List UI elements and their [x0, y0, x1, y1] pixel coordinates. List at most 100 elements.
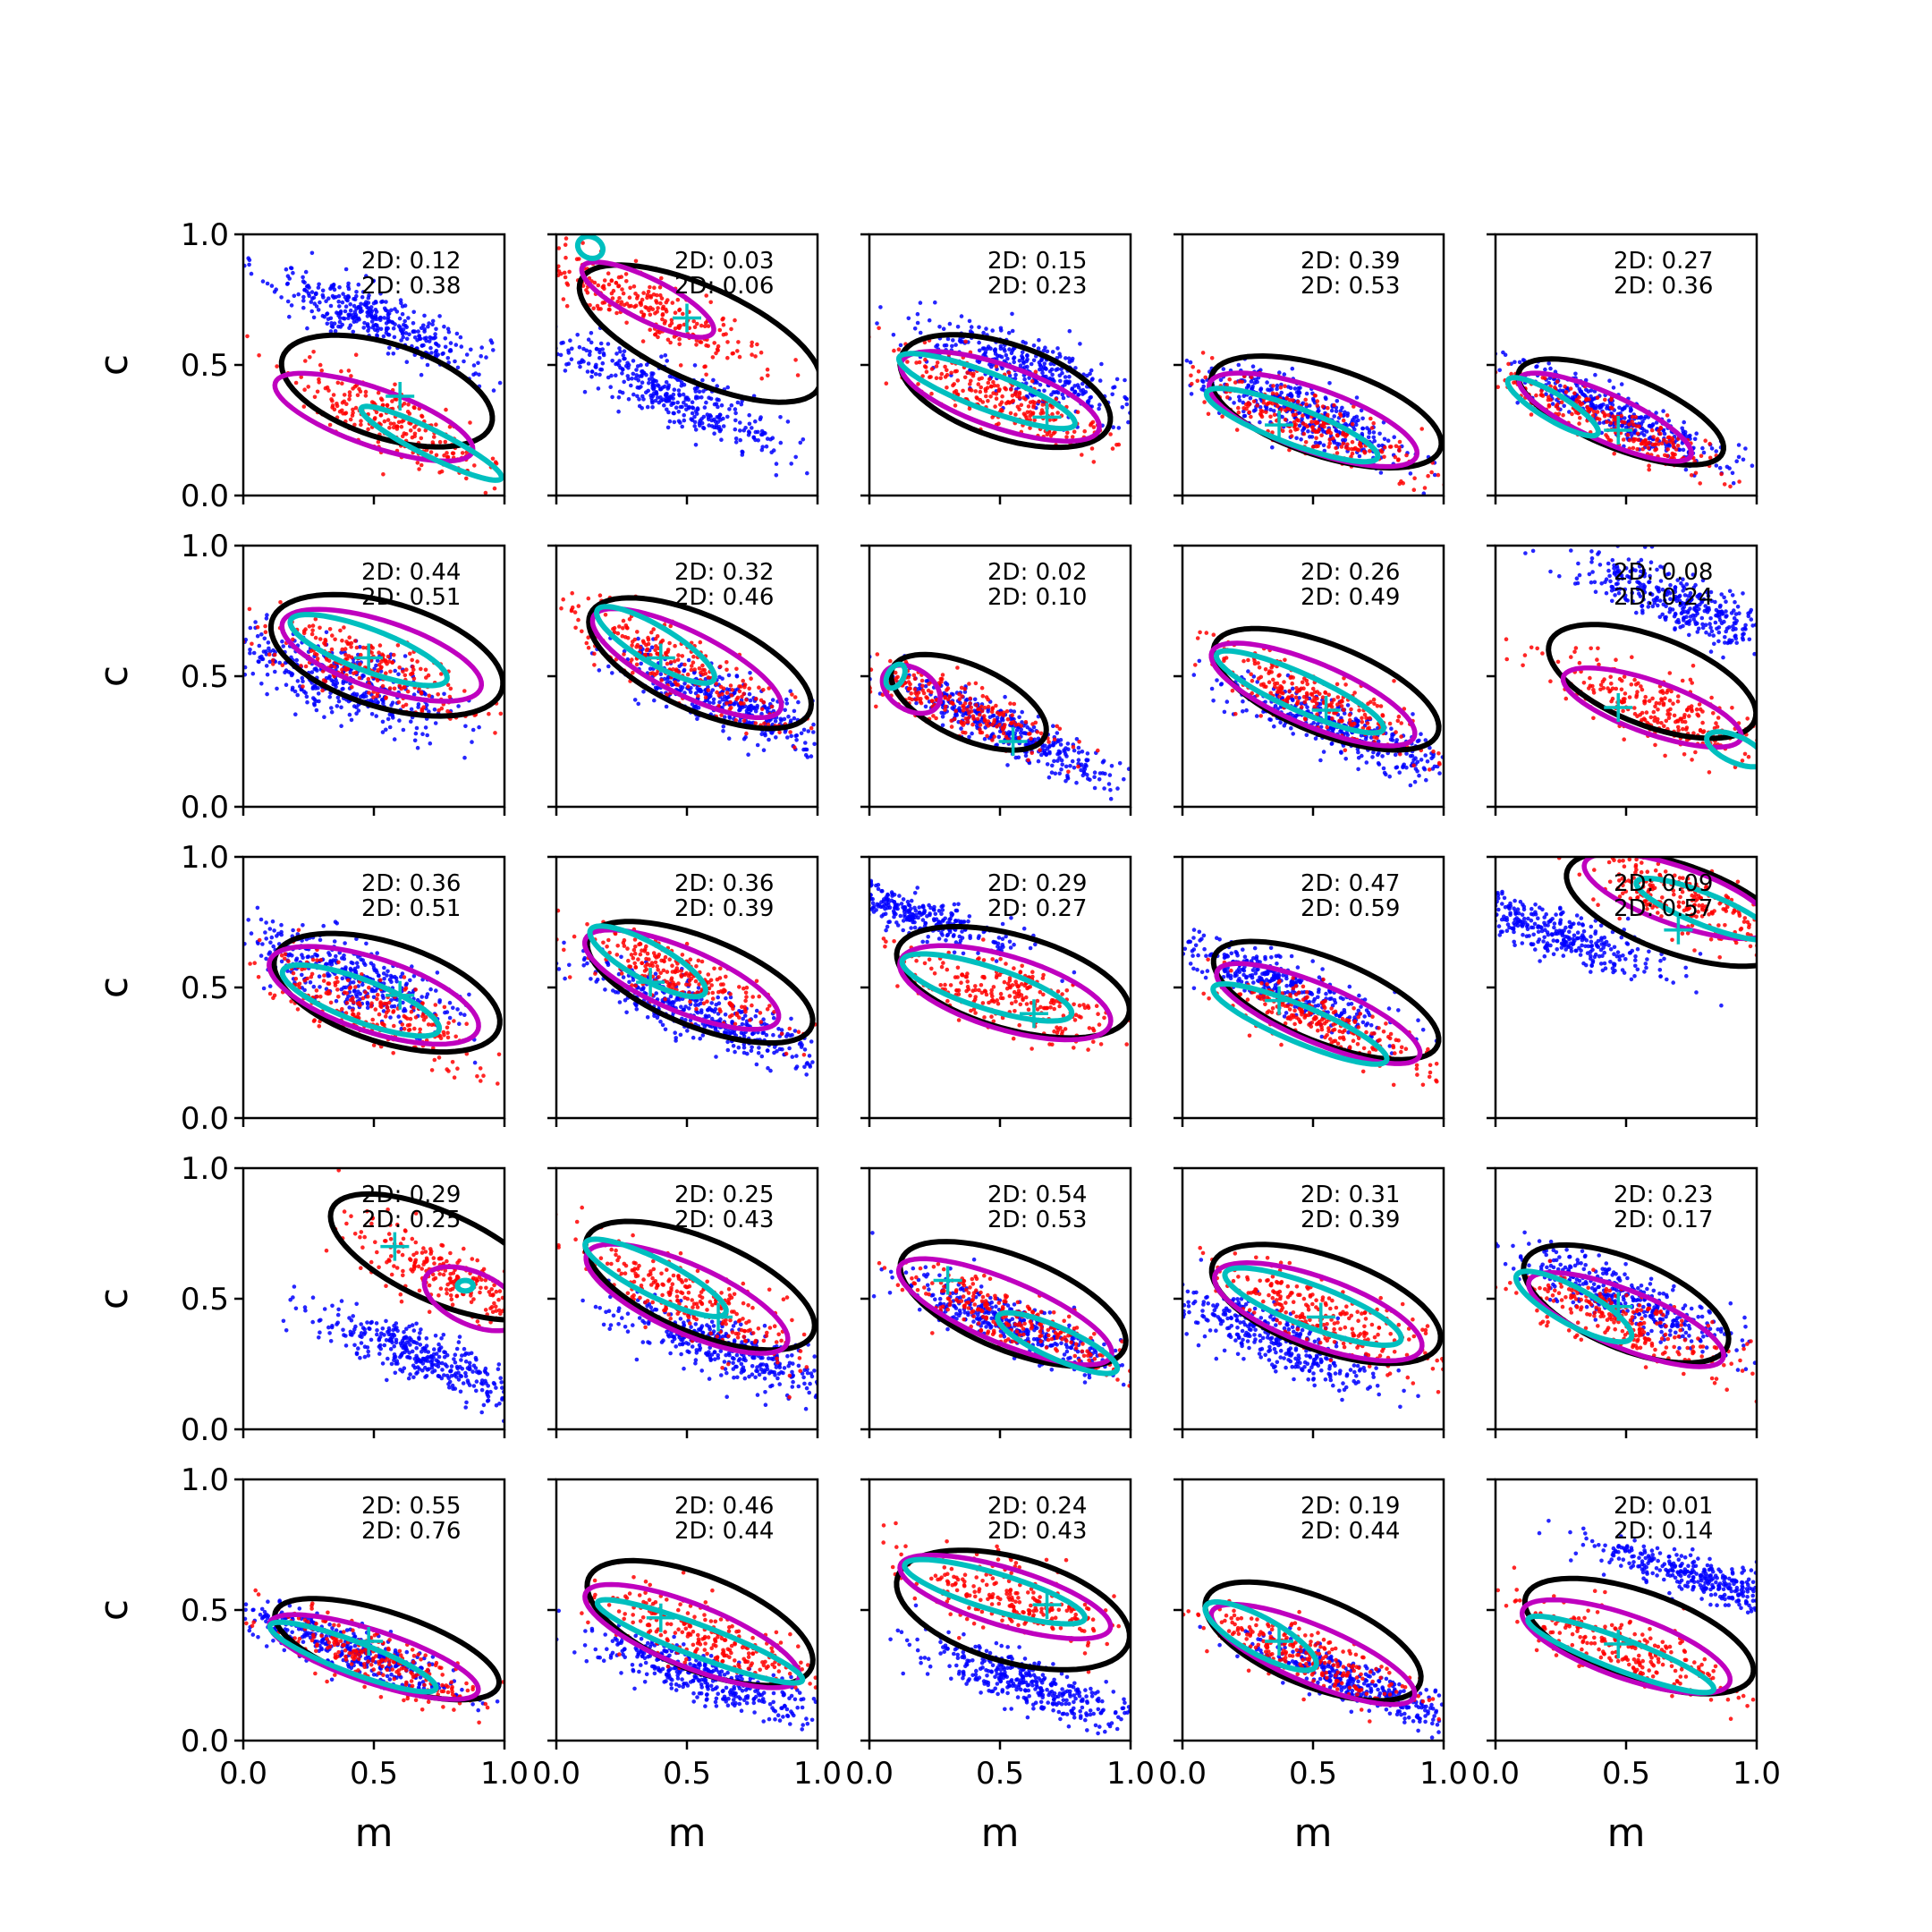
blue-points-point: [1041, 365, 1046, 369]
red-points-point: [939, 371, 945, 377]
red-points-point: [968, 696, 972, 701]
blue-points-point: [347, 712, 352, 717]
blue-points-point: [708, 700, 712, 705]
y-tick-label: 0.0: [181, 790, 229, 826]
blue-points-point: [1089, 368, 1094, 373]
red-points-point: [602, 286, 606, 292]
blue-points-point: [717, 699, 722, 705]
blue-points-point: [950, 343, 954, 349]
blue-points-point: [691, 671, 697, 675]
red-points-point: [1010, 713, 1014, 717]
red-points-point: [677, 342, 682, 347]
blue-points-point: [701, 389, 706, 394]
red-points-point: [757, 685, 761, 690]
blue-points-point: [387, 318, 392, 324]
red-points-point: [399, 424, 404, 429]
red-points-point: [1728, 484, 1733, 489]
blue-points-point: [371, 278, 377, 284]
blue-points-point: [563, 369, 568, 373]
red-points-point: [965, 370, 970, 375]
red-points-point: [1249, 414, 1253, 419]
blue-points-point: [1076, 745, 1081, 750]
blue-points-point: [1184, 358, 1190, 363]
red-points-point: [627, 617, 632, 622]
red-points-point: [1055, 724, 1059, 729]
blue-points-point: [264, 616, 269, 621]
red-points-point: [1313, 429, 1318, 435]
blue-points-point: [751, 705, 756, 710]
blue-points-point: [338, 309, 343, 314]
blue-points-point: [1324, 396, 1328, 402]
red-points-point: [681, 311, 685, 317]
blue-points-point: [1619, 382, 1624, 386]
red-points-point: [1387, 445, 1393, 449]
blue-points-point: [257, 659, 261, 665]
blue-points-point: [1258, 419, 1262, 425]
contour-inner: [1504, 375, 1601, 439]
red-points-point: [600, 301, 606, 305]
red-points-point: [924, 369, 929, 375]
blue-points-point: [759, 732, 764, 737]
red-points-point: [349, 655, 354, 660]
red-points-point: [721, 322, 726, 327]
red-points-point: [1258, 412, 1264, 418]
red-points-point: [992, 734, 996, 739]
blue-points-point: [1288, 392, 1293, 396]
red-points-point: [934, 376, 939, 381]
blue-points-point: [1709, 446, 1715, 451]
blue-points-point: [434, 326, 438, 332]
red-points-point: [750, 352, 754, 357]
blue-points-point: [610, 394, 614, 400]
red-points-point: [498, 711, 504, 716]
red-points-point: [929, 699, 935, 703]
red-points-point: [1240, 379, 1244, 385]
red-points-point: [1312, 393, 1318, 398]
blue-points-point: [1279, 390, 1284, 395]
red-points-point: [664, 309, 669, 314]
red-points-point: [378, 412, 384, 418]
red-points-point: [862, 680, 867, 684]
red-points-point: [793, 358, 798, 362]
red-points-point: [1429, 470, 1434, 475]
red-points-point: [352, 639, 358, 643]
blue-points-point: [622, 349, 627, 354]
red-points-point: [724, 332, 728, 336]
red-points-point: [668, 340, 673, 345]
blue-points-point: [711, 700, 716, 705]
red-points-point: [597, 593, 603, 597]
red-points-point: [653, 311, 657, 316]
red-points-point: [1304, 402, 1309, 407]
red-points-point: [1249, 375, 1254, 380]
red-points-point: [1275, 403, 1280, 409]
red-points-point: [1646, 440, 1651, 445]
blue-points-point: [676, 410, 682, 414]
blue-points-point: [414, 725, 419, 731]
red-points-point: [1080, 453, 1084, 457]
red-points-point: [388, 669, 393, 674]
red-points-point: [335, 380, 341, 386]
red-points-point: [758, 350, 764, 355]
blue-points-point: [951, 692, 955, 697]
blue-points-point: [725, 385, 730, 390]
blue-points-point: [1020, 350, 1025, 355]
blue-points-point: [1085, 751, 1090, 756]
red-points-point: [369, 400, 375, 404]
red-points-point: [991, 391, 996, 395]
blue-points-point: [634, 368, 639, 372]
blue-points-point: [387, 712, 393, 717]
red-points-point: [1554, 403, 1559, 409]
red-points-point: [631, 670, 635, 675]
red-points-point: [1305, 424, 1309, 429]
blue-points-point: [1001, 717, 1005, 723]
red-points-point: [340, 647, 345, 652]
blue-points-point: [747, 421, 752, 427]
red-points-point: [359, 422, 363, 428]
blue-points-point: [707, 395, 711, 401]
red-points-point: [1133, 458, 1138, 462]
blue-points-point: [448, 341, 453, 345]
blue-points-point: [453, 343, 459, 347]
red-points-point: [690, 664, 694, 668]
blue-points-point: [990, 328, 995, 333]
blue-points-point: [1743, 446, 1748, 451]
blue-points-point: [811, 730, 816, 734]
